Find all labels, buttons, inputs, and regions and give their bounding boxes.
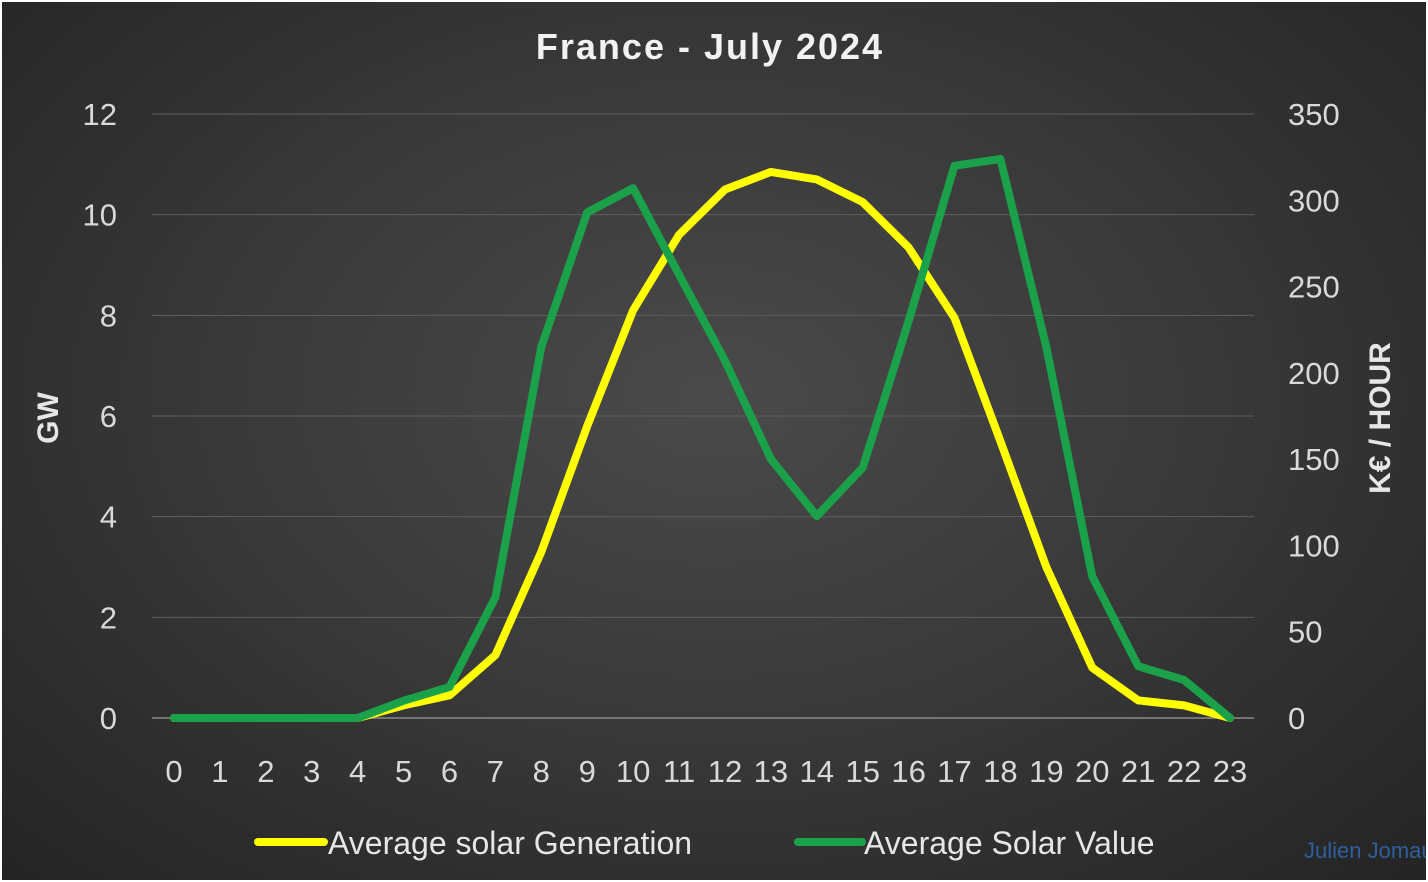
left-tick-label: 0 xyxy=(100,701,117,736)
legend: Average solar Generation Average Solar V… xyxy=(254,825,1155,861)
x-axis-ticks: 0 1 2 3 4 5 6 7 8 9 10 11 12 13 14 15 16 17 18 19 20 21 22 23 xyxy=(165,754,1247,789)
watermark-text: Julien Jomaux xyxy=(1304,838,1426,863)
x-tick-label: 9 xyxy=(579,754,596,789)
right-tick-label: 100 xyxy=(1288,528,1340,563)
x-tick-label: 6 xyxy=(441,754,458,789)
right-axis-ticks: 0 50 100 150 200 250 300 350 xyxy=(1288,97,1340,736)
legend-label-value: Average Solar Value xyxy=(864,825,1155,861)
x-tick-label: 1 xyxy=(211,754,228,789)
series-lines xyxy=(170,154,1234,722)
left-axis-title: GW xyxy=(32,391,65,443)
x-tick-label: 2 xyxy=(257,754,274,789)
x-tick-label: 21 xyxy=(1121,754,1155,789)
x-tick-label: 5 xyxy=(395,754,412,789)
left-tick-label: 8 xyxy=(100,298,117,333)
left-tick-label: 12 xyxy=(83,97,117,132)
x-tick-label: 11 xyxy=(663,754,695,789)
x-tick-label: 19 xyxy=(1029,754,1063,789)
x-tick-label: 23 xyxy=(1213,754,1247,789)
x-tick-label: 13 xyxy=(754,754,788,789)
x-tick-label: 14 xyxy=(800,754,834,789)
legend-label-generation: Average solar Generation xyxy=(328,825,692,861)
right-tick-label: 150 xyxy=(1288,442,1340,477)
right-tick-label: 350 xyxy=(1288,97,1340,132)
x-tick-label: 17 xyxy=(937,754,971,789)
x-tick-label: 16 xyxy=(891,754,925,789)
left-axis-ticks: 0 2 4 6 8 10 12 xyxy=(83,97,117,736)
left-tick-label: 4 xyxy=(100,500,117,535)
x-tick-label: 15 xyxy=(845,754,879,789)
left-tick-label: 10 xyxy=(83,198,117,233)
x-tick-label: 3 xyxy=(303,754,320,789)
gridlines xyxy=(152,113,1254,719)
x-tick-label: 12 xyxy=(708,754,742,789)
left-tick-label: 2 xyxy=(100,600,117,635)
series-line-value xyxy=(170,154,1234,722)
right-tick-label: 250 xyxy=(1288,270,1340,305)
right-tick-label: 300 xyxy=(1288,183,1340,218)
right-tick-label: 50 xyxy=(1288,615,1322,650)
x-tick-label: 18 xyxy=(983,754,1017,789)
series-line-generation xyxy=(170,167,1234,722)
right-tick-label: 0 xyxy=(1288,701,1305,736)
right-axis-title: K€ / HOUR xyxy=(1364,342,1397,494)
chart-title: France - July 2024 xyxy=(536,26,884,67)
right-tick-label: 200 xyxy=(1288,356,1340,391)
x-tick-label: 4 xyxy=(349,754,366,789)
x-tick-label: 20 xyxy=(1075,754,1109,789)
left-tick-label: 6 xyxy=(100,399,117,434)
x-tick-label: 7 xyxy=(487,754,504,789)
x-tick-label: 8 xyxy=(533,754,550,789)
x-tick-label: 22 xyxy=(1167,754,1201,789)
x-tick-label: 0 xyxy=(165,754,182,789)
x-tick-label: 10 xyxy=(616,754,650,789)
